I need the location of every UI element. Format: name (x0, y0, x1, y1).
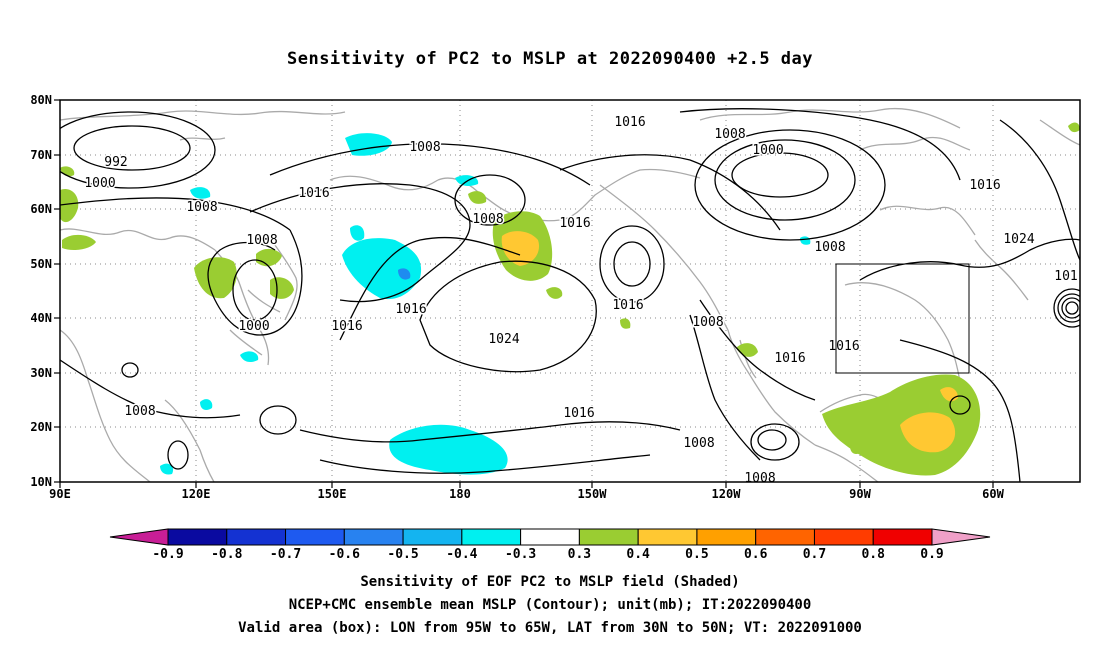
contour-label: 1008 (124, 404, 155, 419)
lon-label: 150W (578, 487, 608, 501)
colorbar-cell (461, 528, 522, 546)
colorbar-label: 0.6 (744, 547, 768, 562)
lat-label: 70N (30, 148, 52, 162)
colorbar-cell (755, 528, 815, 546)
colorbar-label: -0.6 (329, 547, 360, 562)
colorbar-label: -0.8 (211, 547, 242, 562)
contour-label: 1024 (1003, 232, 1034, 247)
colorbar-label: 0.8 (861, 547, 885, 562)
colorbar-cell (343, 528, 404, 546)
contour-label: 1016 (612, 298, 643, 313)
lon-label: 180 (449, 487, 471, 501)
lon-label: 90W (849, 487, 871, 501)
contour-label: 1016 (563, 406, 594, 421)
contour-label: 1008 (409, 140, 440, 155)
colorbar-cell (872, 528, 933, 546)
lon-label: 150E (318, 487, 347, 501)
contour-label: 1000 (238, 319, 269, 334)
caption-line-1: Sensitivity of EOF PC2 to MSLP field (Sh… (360, 574, 740, 590)
colorbar-cell (285, 528, 345, 546)
colorbar-label: 0.4 (626, 547, 650, 562)
lat-label: 80N (30, 93, 52, 107)
colorbar-cell (520, 528, 580, 546)
contour-label: 101 (1054, 269, 1077, 284)
colorbar-high-end (931, 528, 991, 546)
shaded-sensitivity (60, 122, 1080, 476)
valid-area-box (835, 263, 970, 374)
contour-label: 1016 (298, 186, 329, 201)
contour-label: 1008 (472, 212, 503, 227)
colorbar-label: -0.4 (446, 547, 477, 562)
colorbar-cell (167, 528, 228, 546)
longitude-labels: 90E 120E 150E 180 150W 120W 90W 60W (49, 487, 1004, 501)
colorbar-label: -0.9 (152, 547, 183, 562)
map-title: Sensitivity of PC2 to MSLP at 2022090400… (286, 49, 813, 69)
colorbar-label: 0.3 (568, 547, 591, 562)
colorbar-cell (813, 528, 874, 546)
colorbar-label: 0.7 (803, 547, 826, 562)
caption-line-2: NCEP+CMC ensemble mean MSLP (Contour); u… (288, 597, 812, 613)
contour-label: 1016 (969, 178, 1000, 193)
lon-label: 120E (182, 487, 211, 501)
lat-label: 30N (30, 366, 52, 380)
colorbar-label: 0.5 (685, 547, 708, 562)
mslp-contours (60, 108, 1080, 482)
contour-label: 1024 (488, 332, 519, 347)
colorbar-cell (578, 528, 639, 546)
contour-label: 1016 (331, 319, 362, 334)
latitude-labels: 80N 70N 60N 50N 40N 30N 20N 10N (30, 93, 52, 489)
colorbar: -0.9 -0.8 -0.7 -0.6 -0.5 -0.4 -0.3 0.3 0.4 0.5 0.6… (109, 528, 991, 562)
contour-label: 1016 (828, 339, 859, 354)
contour-label: 1000 (84, 176, 115, 191)
contour-label: 1008 (814, 240, 845, 255)
colorbar-cell (226, 528, 287, 546)
colorbar-label: 0.9 (920, 547, 943, 562)
contour-label: 1008 (246, 233, 277, 248)
lat-label: 40N (30, 311, 52, 325)
lat-label: 50N (30, 257, 52, 271)
colorbar-cell (696, 528, 757, 546)
contour-label: 1016 (774, 351, 805, 366)
lon-label: 120W (712, 487, 742, 501)
contour-label: 992 (104, 155, 127, 170)
contour-label: 1008 (186, 200, 217, 215)
contour-label: 1016 (614, 115, 645, 130)
lon-label: 60W (982, 487, 1004, 501)
lon-label: 90E (49, 487, 71, 501)
caption-line-3: Valid area (box): LON from 95W to 65W, L… (238, 620, 862, 636)
colorbar-cells (167, 528, 933, 546)
colorbar-labels: -0.9 -0.8 -0.7 -0.6 -0.5 -0.4 -0.3 0.3 0.4 0.5 0.6… (152, 547, 943, 562)
contour-label: 1000 (752, 143, 783, 158)
contour-label: 1016 (559, 216, 590, 231)
lat-label: 60N (30, 202, 52, 216)
contour-label: 1008 (714, 127, 745, 142)
colorbar-label: -0.5 (387, 547, 418, 562)
tick-marks (54, 99, 994, 488)
coastlines (60, 107, 1080, 482)
colorbar-label: -0.3 (505, 547, 536, 562)
lat-label: 20N (30, 420, 52, 434)
colorbar-low-end (109, 528, 169, 546)
colorbar-cell (402, 528, 463, 546)
map-frame (59, 99, 1081, 483)
contour-label: 1008 (692, 315, 723, 330)
contour-label: 1008 (744, 471, 775, 486)
lat-label: 10N (30, 475, 52, 489)
colorbar-cell (637, 528, 698, 546)
colorbar-label: -0.7 (270, 547, 301, 562)
contour-label: 1008 (683, 436, 714, 451)
contour-label: 1016 (395, 302, 426, 317)
